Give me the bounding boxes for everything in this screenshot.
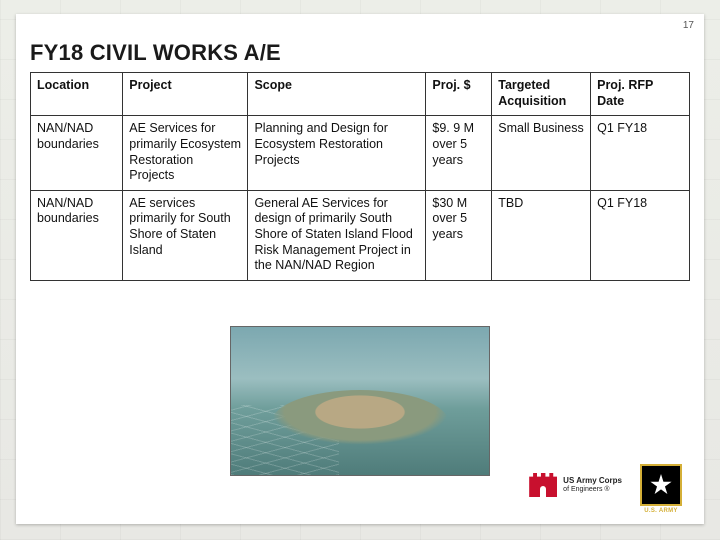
slide-card: 17 FY18 CIVIL WORKS A/E Location Project… — [16, 14, 704, 524]
page-title: FY18 CIVIL WORKS A/E — [30, 40, 281, 66]
cell-cost: $9. 9 M over 5 years — [426, 116, 492, 191]
aerial-photo — [230, 326, 490, 476]
cell-acquisition: Small Business — [492, 116, 591, 191]
cell-rfp: Q1 FY18 — [591, 190, 690, 280]
col-rfp-date: Proj. RFP Date — [591, 73, 690, 116]
projects-table: Location Project Scope Proj. $ Targeted … — [30, 72, 690, 281]
cell-location: NAN/NAD boundaries — [31, 116, 123, 191]
col-scope: Scope — [248, 73, 426, 116]
usace-logo: US Army Corps of Engineers ® — [529, 473, 622, 497]
table-header-row: Location Project Scope Proj. $ Targeted … — [31, 73, 690, 116]
army-label: U.S. ARMY — [642, 508, 680, 514]
star-icon — [650, 474, 672, 496]
castle-icon — [529, 473, 557, 497]
col-acquisition: Targeted Acquisition — [492, 73, 591, 116]
footer-logos: US Army Corps of Engineers ® U.S. ARMY — [529, 464, 682, 506]
cell-acquisition: TBD — [492, 190, 591, 280]
army-logo: U.S. ARMY — [640, 464, 682, 506]
table-row: NAN/NAD boundaries AE Services for prima… — [31, 116, 690, 191]
col-cost: Proj. $ — [426, 73, 492, 116]
cell-scope: Planning and Design for Ecosystem Restor… — [248, 116, 426, 191]
cell-scope: General AE Services for design of primar… — [248, 190, 426, 280]
usace-line2: of Engineers ® — [563, 486, 622, 494]
page-number: 17 — [683, 20, 694, 31]
cell-cost: $30 M over 5 years — [426, 190, 492, 280]
usace-text: US Army Corps of Engineers ® — [563, 477, 622, 493]
table-row: NAN/NAD boundaries AE services primarily… — [31, 190, 690, 280]
cell-project: AE services primarily for South Shore of… — [123, 190, 248, 280]
col-location: Location — [31, 73, 123, 116]
usace-line1: US Army Corps — [563, 476, 622, 485]
col-project: Project — [123, 73, 248, 116]
cell-rfp: Q1 FY18 — [591, 116, 690, 191]
cell-project: AE Services for primarily Ecosystem Rest… — [123, 116, 248, 191]
cell-location: NAN/NAD boundaries — [31, 190, 123, 280]
